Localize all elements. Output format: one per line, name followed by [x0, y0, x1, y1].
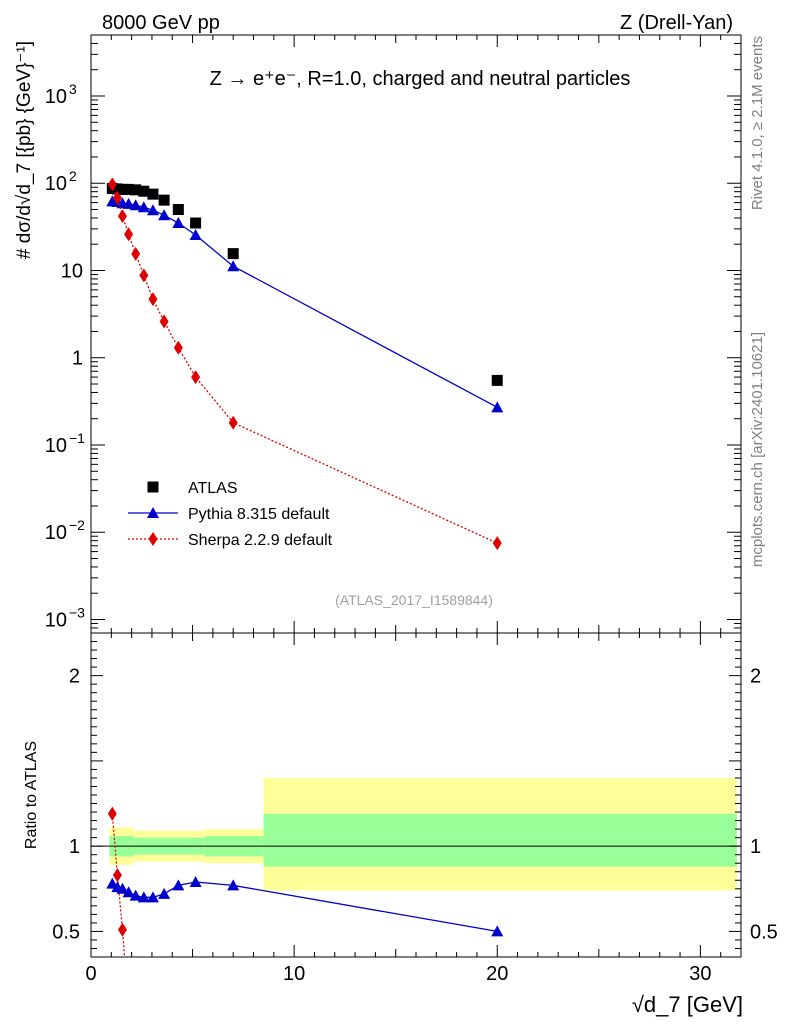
ratio-point-sherpa-2-2-9-default-1	[112, 868, 122, 883]
ratio-point-pythia-8-315-default-6	[146, 891, 159, 903]
main-y-tick-sup-1: −2	[69, 517, 85, 533]
main-point-atlas-6	[147, 188, 159, 200]
main-line-sherpa-2-2-9-default	[111, 184, 498, 544]
main-point-atlas-8	[172, 203, 184, 215]
main-y-tick-sup-6: 3	[69, 81, 77, 97]
main-point-sherpa-2-2-9-default-0	[107, 177, 117, 192]
analysis-ref: (ATLAS_2017_I1589844)	[335, 592, 493, 608]
legend-marker-atlas	[147, 481, 159, 493]
main-y-tick-sup-2: −1	[69, 430, 85, 446]
main-point-sherpa-2-2-9-default-8	[173, 340, 183, 355]
main-point-sherpa-2-2-9-default-6	[148, 292, 158, 307]
ratio-y-tick-label-right-0.5: 0.5	[750, 921, 778, 943]
main-point-pythia-8-315-default-5	[137, 201, 150, 213]
ratio-band-green-3	[263, 813, 737, 867]
main-y-tick-label-3: 1	[72, 348, 83, 370]
main-y-tick-sup-0: −3	[69, 604, 85, 620]
main-point-pythia-8-315-default-4	[129, 199, 142, 211]
main-point-atlas-3	[123, 183, 135, 195]
main-point-pythia-8-315-default-6	[146, 204, 159, 216]
ratio-y-tick-label-left-1: 1	[69, 836, 80, 858]
chart-title: Z → e⁺e⁻, R=1.0, charged and neutral par…	[210, 68, 631, 90]
side-label-rivet: Rivet 4.1.0, ≥ 2.1M events	[749, 36, 766, 210]
ratio-point-pythia-8-315-default-11	[491, 925, 504, 937]
main-point-pythia-8-315-default-10	[227, 260, 240, 272]
ratio-point-pythia-8-315-default-5	[137, 891, 150, 903]
ratio-point-pythia-8-315-default-9	[189, 875, 202, 887]
main-point-atlas-9	[190, 217, 202, 229]
ratio-y-tick-label-right-1: 1	[750, 836, 761, 858]
main-line-pythia-8-315-default	[112, 200, 498, 408]
main-y-tick-label-1: 10	[45, 522, 67, 544]
ratio-y-tick-label-left-0.5: 0.5	[52, 921, 80, 943]
x-tick-label-10: 10	[283, 963, 305, 985]
main-point-atlas-2	[116, 183, 128, 195]
ratio-point-sherpa-2-2-9-default-2	[117, 922, 127, 937]
ratio-point-pythia-8-315-default-8	[172, 879, 185, 891]
ratio-point-pythia-8-315-default-2	[116, 882, 129, 894]
ratio-y-axis-label: Ratio to ATLAS	[23, 741, 40, 849]
main-point-sherpa-2-2-9-default-3	[124, 227, 134, 242]
main-point-atlas-7	[158, 194, 170, 206]
legend-marker-pythia-8-315-default	[147, 507, 159, 518]
main-point-pythia-8-315-default-9	[189, 229, 202, 241]
main-point-sherpa-2-2-9-default-11	[492, 536, 502, 551]
main-point-sherpa-2-2-9-default-2	[117, 209, 127, 224]
main-point-sherpa-2-2-9-default-4	[131, 246, 141, 261]
x-tick-label-20: 20	[486, 963, 508, 985]
ratio-point-sherpa-2-2-9-default-0	[107, 806, 117, 821]
ratio-line-sherpa-2-2-9-default	[111, 813, 126, 957]
x-tick-label-0: 0	[85, 963, 96, 985]
main-point-atlas-4	[130, 184, 142, 196]
legend-marker-sherpa-2-2-9-default	[148, 532, 158, 546]
header: 8000 GeV pp Z (Drell-Yan)	[102, 12, 733, 34]
x-tick-label-30: 30	[689, 963, 711, 985]
ratio-point-pythia-8-315-default-10	[227, 879, 240, 891]
main-point-pythia-8-315-default-3	[122, 197, 135, 209]
legend-label-atlas: ATLAS	[188, 480, 238, 497]
ratio-y-tick-label-left-2: 2	[69, 666, 80, 688]
main-point-sherpa-2-2-9-default-9	[191, 370, 201, 385]
main-y-tick-label-4: 10	[61, 260, 83, 282]
ratio-point-pythia-8-315-default-3	[122, 886, 135, 898]
main-point-sherpa-2-2-9-default-5	[139, 268, 149, 283]
main-point-sherpa-2-2-9-default-1	[112, 190, 122, 205]
main-y-tick-sup-5: 2	[69, 168, 77, 184]
ratio-y-tick-label-right-2: 2	[750, 666, 761, 688]
main-y-tick-label-0: 10	[45, 609, 67, 631]
x-axis-label: √d_7 [GeV]	[632, 992, 743, 1017]
main-point-atlas-10	[227, 248, 239, 260]
main-y-tick-label-2: 10	[45, 435, 67, 457]
main-point-sherpa-2-2-9-default-7	[159, 314, 169, 329]
ratio-point-pythia-8-315-default-4	[129, 889, 142, 901]
main-point-sherpa-2-2-9-default-10	[228, 415, 238, 430]
ratio-point-pythia-8-315-default-7	[158, 887, 171, 899]
header-left: 8000 GeV pp	[102, 12, 220, 34]
main-point-pythia-8-315-default-7	[158, 209, 171, 221]
main-y-tick-label-5: 10	[45, 173, 67, 195]
main-point-pythia-8-315-default-8	[172, 217, 185, 229]
main-y-axis-label: # dσ/d√d_7 [{pb} {GeV}⁻¹]	[14, 41, 35, 259]
side-label-mcplots: mcplots.cern.ch [arXiv:2401.10621]	[749, 332, 766, 567]
main-point-atlas-5	[138, 185, 150, 197]
main-y-tick-label-6: 10	[45, 86, 67, 108]
legend-label-pythia-8-315-default: Pythia 8.315 default	[188, 506, 330, 523]
main-point-pythia-8-315-default-11	[491, 401, 504, 413]
header-right: Z (Drell-Yan)	[620, 12, 733, 34]
legend-label-sherpa-2-2-9-default: Sherpa 2.2.9 default	[188, 532, 333, 549]
main-point-atlas-11	[491, 374, 503, 386]
